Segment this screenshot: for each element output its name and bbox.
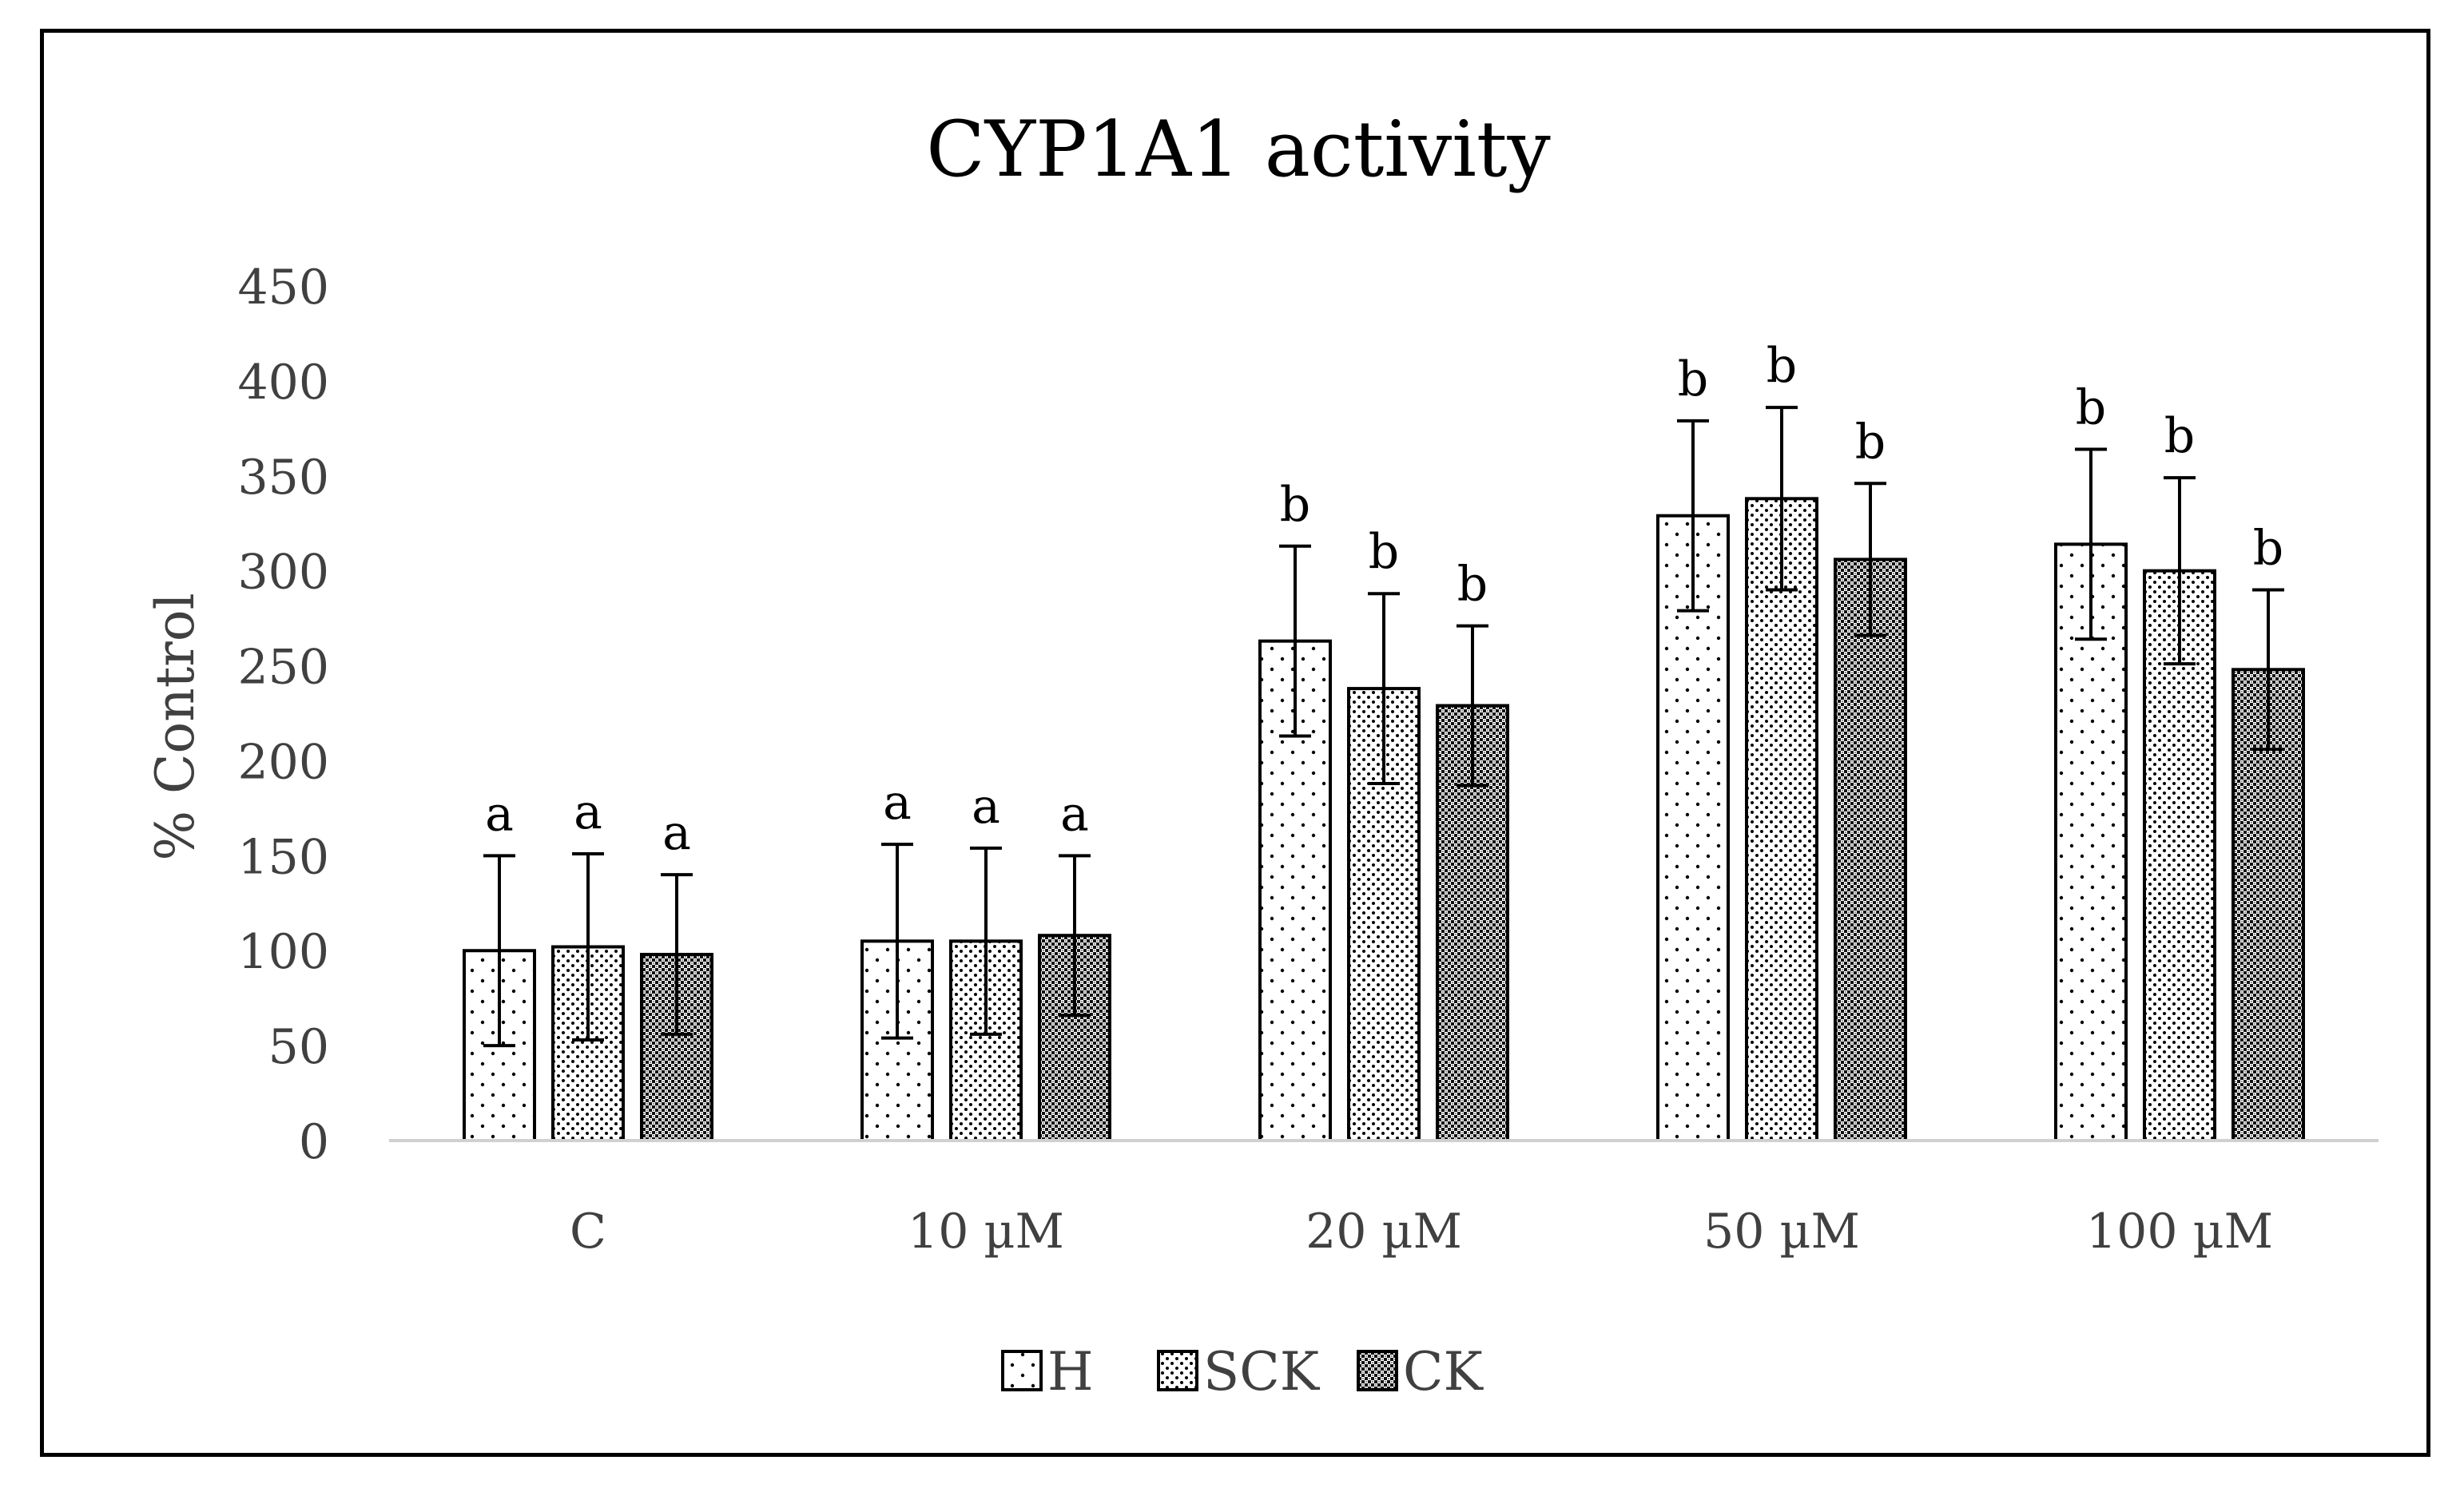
error-bar	[970, 846, 1002, 1036]
legend-label: CK	[1403, 1341, 1484, 1403]
y-tick-label: 450	[237, 260, 329, 315]
error-bar	[1059, 854, 1091, 1018]
significance-letter: a	[1060, 786, 1089, 842]
significance-letter: a	[574, 784, 602, 840]
significance-letter: b	[2253, 520, 2283, 576]
significance-letter: b	[1369, 524, 1399, 580]
x-tick-label: 50 µM	[1703, 1204, 1860, 1260]
x-tick-label: C	[570, 1204, 606, 1260]
y-axis-label: % Control	[145, 593, 206, 860]
y-tick-labels: 0 50 100 150 200 250 300 350 400 450	[237, 260, 329, 1170]
legend-label: H	[1047, 1341, 1094, 1403]
significance-letter: b	[1767, 338, 1797, 394]
legend: H SCK CK	[1001, 1341, 1484, 1403]
error-bar	[661, 873, 693, 1036]
significance-letter: a	[883, 775, 912, 831]
significance-letter: b	[1855, 414, 1886, 470]
significance-letter: a	[485, 786, 514, 842]
legend-swatch	[1001, 1350, 1043, 1391]
legend-label: SCK	[1203, 1341, 1321, 1403]
y-tick-label: 250	[237, 640, 329, 696]
error-bar	[2252, 588, 2284, 752]
x-tick-label: 10 µM	[908, 1204, 1064, 1260]
error-bars	[483, 406, 2284, 1048]
y-tick-label: 0	[299, 1114, 329, 1170]
bar-h	[1656, 514, 1730, 1142]
y-tick-label: 200	[237, 734, 329, 790]
y-tick-label: 350	[237, 450, 329, 506]
legend-swatch	[1157, 1350, 1198, 1391]
x-tick-labels: C 10 µM 20 µM 50 µM 100 µM	[570, 1204, 2273, 1260]
y-tick-label: 150	[237, 829, 329, 885]
error-bar	[2075, 447, 2107, 641]
y-tick-label: 100	[237, 924, 329, 980]
y-tick-label: 50	[268, 1019, 329, 1075]
significance-letter: b	[2164, 408, 2195, 464]
error-bar	[881, 843, 913, 1040]
x-tick-label: 20 µM	[1306, 1204, 1462, 1260]
error-bar	[2164, 476, 2196, 666]
x-tick-label: 100 µM	[2086, 1204, 2273, 1260]
legend-item-h: H	[1001, 1341, 1094, 1403]
significance-letter: a	[662, 805, 691, 861]
error-bar	[1766, 406, 1798, 592]
significance-letters: a a a a a a b b b b b b b b b	[485, 338, 2283, 861]
significance-letter: b	[1280, 477, 1310, 533]
chart-title: CYP1A1 activity	[926, 105, 1550, 194]
error-bar	[483, 854, 515, 1048]
bar-ck	[640, 952, 713, 1142]
y-tick-label: 300	[237, 545, 329, 601]
error-bar	[572, 851, 604, 1042]
error-bar	[1368, 592, 1400, 785]
legend-item-ck: CK	[1357, 1341, 1484, 1403]
error-bar	[1279, 544, 1311, 738]
y-tick-label: 400	[237, 355, 329, 411]
significance-letter: b	[1457, 557, 1488, 613]
bar-sck	[1745, 497, 1818, 1142]
legend-swatch	[1357, 1350, 1398, 1391]
significance-letter: a	[972, 779, 1000, 835]
chart-frame	[40, 29, 2430, 1457]
legend-item-sck: SCK	[1157, 1341, 1321, 1403]
error-bar	[1677, 419, 1709, 613]
significance-letter: b	[2076, 379, 2106, 435]
error-bar	[1854, 482, 1886, 637]
significance-letter: b	[1678, 351, 1708, 407]
error-bar	[1457, 624, 1488, 788]
bar-ck	[1834, 558, 1907, 1142]
